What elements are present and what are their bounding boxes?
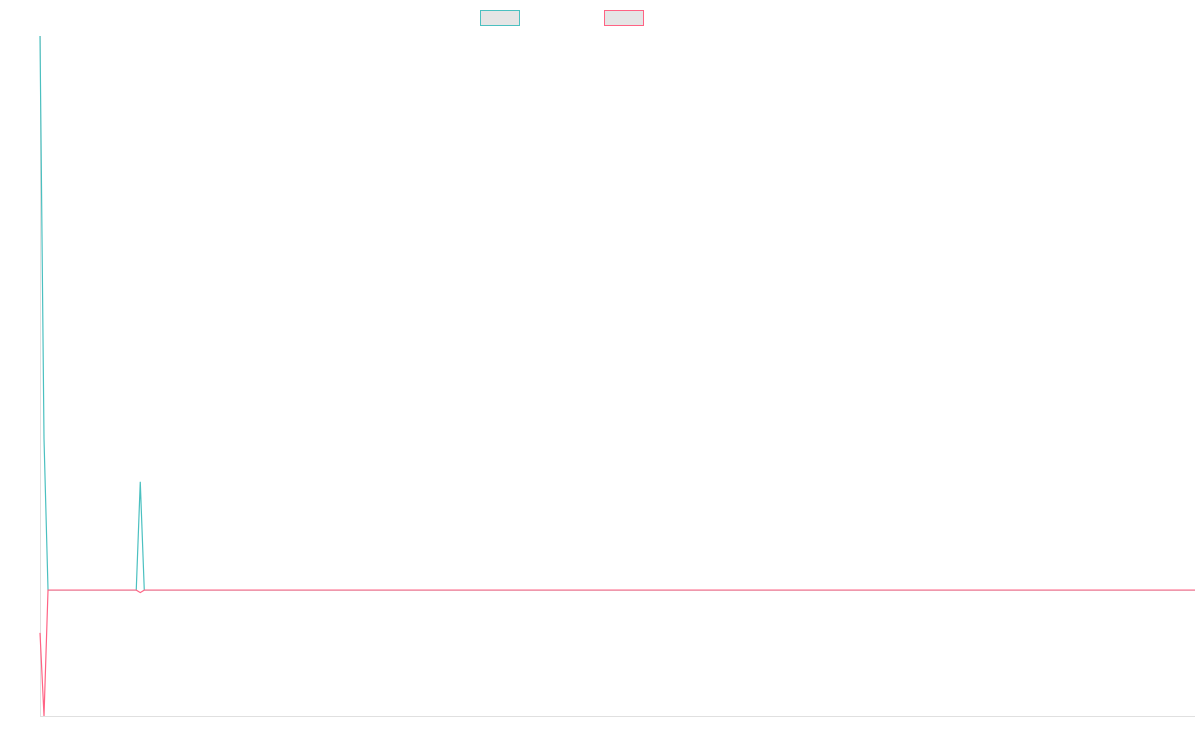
legend-swatch-series-1[interactable] bbox=[480, 10, 520, 26]
series-line-2 bbox=[39, 589, 1195, 717]
series-line-1 bbox=[39, 35, 1195, 591]
legend-swatch-series-2[interactable] bbox=[604, 10, 644, 26]
